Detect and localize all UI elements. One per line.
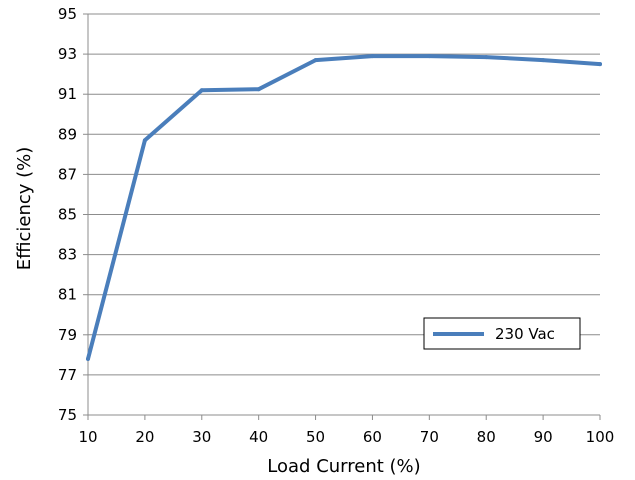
y-tick-labels: 75 77 79 81 83 85 87 89 91 93 95 bbox=[58, 5, 77, 424]
y-tick-label-81: 81 bbox=[58, 286, 77, 304]
x-tick-label-10: 10 bbox=[78, 428, 97, 446]
data-point-0-6 bbox=[427, 54, 432, 59]
y-tick-label-91: 91 bbox=[58, 85, 77, 103]
x-tick-label-30: 30 bbox=[192, 428, 211, 446]
axes bbox=[83, 13, 601, 420]
data-point-0-4 bbox=[313, 58, 318, 63]
data-point-0-8 bbox=[541, 58, 546, 63]
x-tick-label-20: 20 bbox=[135, 428, 154, 446]
data-point-0-5 bbox=[370, 54, 375, 59]
y-tick-label-95: 95 bbox=[58, 5, 77, 23]
legend: 230 Vac bbox=[423, 317, 581, 350]
y-tick-label-77: 77 bbox=[58, 366, 77, 384]
y-tick-label-75: 75 bbox=[58, 406, 77, 424]
series-lines bbox=[86, 54, 602, 361]
y-tick-label-83: 83 bbox=[58, 246, 77, 264]
data-point-0-7 bbox=[484, 55, 489, 60]
x-tick-label-50: 50 bbox=[306, 428, 325, 446]
series-line-0 bbox=[86, 54, 602, 361]
x-tick-label-70: 70 bbox=[420, 428, 439, 446]
y-tick-label-89: 89 bbox=[58, 125, 77, 143]
y-tick-label-87: 87 bbox=[58, 165, 77, 183]
x-tick-label-100: 100 bbox=[586, 428, 615, 446]
x-tick-label-80: 80 bbox=[477, 428, 496, 446]
gridlines bbox=[88, 13, 600, 376]
data-point-0-1 bbox=[142, 138, 147, 143]
x-tick-label-40: 40 bbox=[249, 428, 268, 446]
data-point-0-9 bbox=[598, 62, 602, 67]
y-axis-title: Efficiency (%) bbox=[14, 147, 35, 271]
y-tick-label-85: 85 bbox=[58, 206, 77, 224]
data-point-0-0 bbox=[86, 356, 90, 361]
y-tick-label-93: 93 bbox=[58, 45, 77, 63]
data-point-0-3 bbox=[256, 87, 261, 92]
x-tick-label-60: 60 bbox=[363, 428, 382, 446]
x-axis-title: Load Current (%) bbox=[267, 456, 420, 477]
legend-label-230vac: 230 Vac bbox=[495, 325, 555, 343]
x-tick-labels: 10 20 30 40 50 60 70 80 90 100 bbox=[78, 428, 614, 446]
y-tick-label-79: 79 bbox=[58, 326, 77, 344]
x-tick-label-90: 90 bbox=[534, 428, 553, 446]
data-point-0-2 bbox=[199, 88, 204, 93]
